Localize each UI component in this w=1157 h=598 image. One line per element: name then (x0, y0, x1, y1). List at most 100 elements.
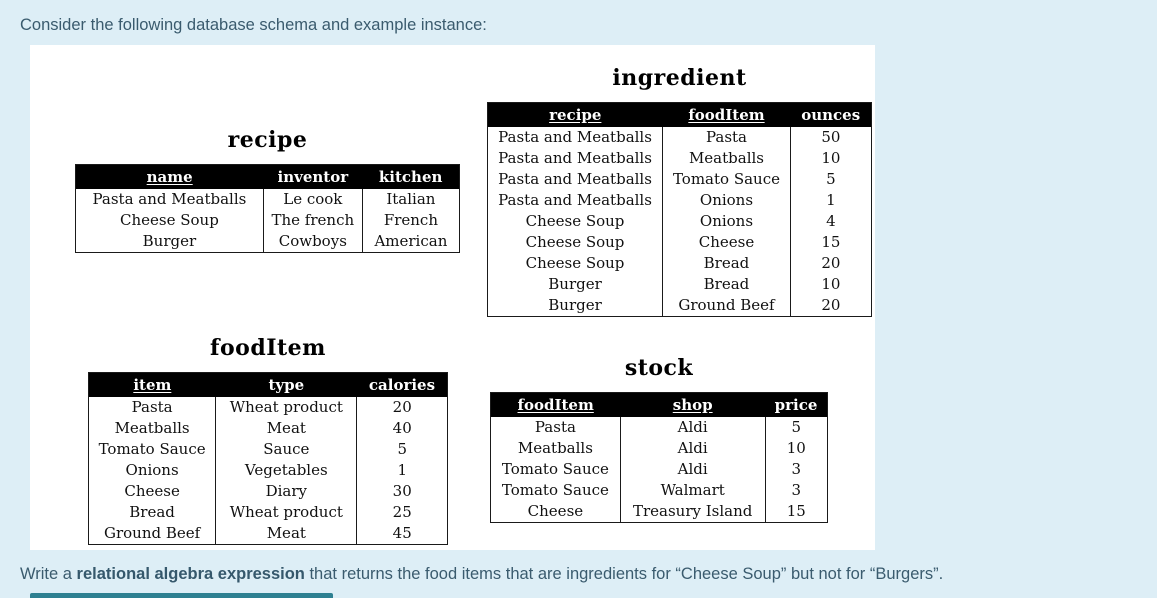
table-cell: Aldi (619, 438, 766, 459)
header-row: name inventor kitchen (75, 164, 460, 189)
column-header-recipe: recipe (487, 102, 663, 127)
table-cell: Sauce (215, 439, 357, 460)
column-header-price: price (765, 392, 828, 417)
question-suffix: that returns the food items that are ing… (304, 565, 944, 583)
table-cell: Meat (215, 523, 357, 545)
table-cell: Pasta (131, 398, 173, 416)
header-row: item type calories (88, 372, 448, 397)
table-row: Cheese Soup Bread 20 (488, 253, 872, 274)
table-row: Cheese Soup Cheese 15 (488, 232, 872, 253)
table-row: Bread Wheat product 25 (89, 502, 448, 523)
table-cell: American (361, 231, 460, 253)
table-cell: Cheese Soup (525, 254, 625, 272)
table-row: Pasta Wheat product 20 (89, 397, 448, 418)
table-cell: Le cook (262, 189, 363, 210)
table-cell: Ground Beef (103, 524, 201, 542)
table-row: Pasta and Meatballs Pasta 50 (488, 127, 872, 148)
table-cell: Italian (361, 189, 460, 210)
table-cell: 5 (789, 169, 872, 190)
table-cell: Cowboys (262, 231, 363, 253)
table-cell: Meatballs (114, 419, 190, 437)
table-cell: Cheese (662, 232, 791, 253)
table-cell: Onions (125, 461, 179, 479)
column-header-kitchen: kitchen (362, 164, 460, 189)
recipe-table: name inventor kitchen Pasta and Meatballs Le… (75, 164, 460, 253)
table-row: Burger Bread 10 (488, 274, 872, 295)
table-row: Pasta and Meatballs Le cook Italian (76, 189, 460, 210)
recipe-table-block: recipe name inventor kitchen Pasta and Meat… (75, 127, 460, 253)
question-text: Write a relational algebra expression th… (20, 565, 943, 584)
table-cell: 20 (356, 397, 448, 418)
table-cell: Burger (548, 275, 602, 293)
table-row: Cheese Soup Onions 4 (488, 211, 872, 232)
table-cell: Wheat product (215, 397, 357, 418)
table-cell: Aldi (619, 417, 766, 438)
recipe-table-title: recipe (227, 127, 308, 153)
table-cell: Tomato Sauce (501, 460, 609, 478)
table-cell: Meatballs (662, 148, 791, 169)
table-cell: Cheese Soup (525, 212, 625, 230)
column-header-name: name (75, 164, 264, 189)
table-cell: 5 (356, 439, 448, 460)
table-cell: Meatballs (517, 439, 593, 457)
table-cell: Aldi (619, 459, 766, 480)
stock-table-host: foodItem shop price Pasta Aldi 5 Meatballs Aldi… (490, 392, 828, 523)
table-cell: Pasta (534, 418, 576, 436)
table-cell: 40 (356, 418, 448, 439)
table-cell: 45 (356, 523, 448, 545)
table-cell: Onions (662, 190, 791, 211)
table-cell: Pasta and Meatballs (498, 128, 652, 146)
answer-box-top-edge[interactable] (30, 593, 333, 598)
table-row: Pasta and Meatballs Tomato Sauce 5 (488, 169, 872, 190)
table-cell: Bread (662, 253, 791, 274)
table-row: Burger Ground Beef 20 (488, 295, 872, 317)
table-row: Tomato Sauce Walmart 3 (491, 480, 828, 501)
table-cell: Tomato Sauce (98, 440, 206, 458)
table-cell: 4 (789, 211, 872, 232)
table-cell: 1 (789, 190, 872, 211)
table-row: Meatballs Aldi 10 (491, 438, 828, 459)
stock-table-title: stock (624, 355, 694, 381)
table-row: Cheese Soup The french French (76, 210, 460, 231)
ingredient-table: recipe foodItem ounces Pasta and Meatballs P… (487, 102, 872, 317)
header-row: foodItem shop price (490, 392, 828, 417)
table-cell: 3 (764, 459, 828, 480)
table-cell: Tomato Sauce (662, 169, 791, 190)
table-cell: 20 (789, 295, 872, 317)
table-cell: 5 (764, 417, 828, 438)
table-cell: 30 (356, 481, 448, 502)
ingredient-table-host: recipe foodItem ounces Pasta and Meatballs P… (487, 102, 872, 317)
table-cell: French (361, 210, 460, 231)
table-row: Tomato Sauce Sauce 5 (89, 439, 448, 460)
table-cell: Burger (142, 232, 197, 250)
table-row: Meatballs Meat 40 (89, 418, 448, 439)
table-cell: Burger (548, 296, 602, 314)
table-cell: Cheese Soup (525, 233, 625, 251)
table-cell: Cheese (124, 482, 180, 500)
column-header-item: item (88, 372, 216, 397)
column-header-type: type (215, 372, 357, 397)
table-cell: Treasury Island (619, 501, 766, 523)
table-cell: Pasta (662, 127, 791, 148)
question-prefix: Write a (20, 565, 77, 583)
schema-panel: ingredient recipe foodItem ounces Pasta and… (30, 45, 875, 550)
fooditem-table-block: foodItem item type calories Pasta Wheat prod… (88, 335, 448, 545)
table-cell: 15 (789, 232, 872, 253)
table-cell: Vegetables (215, 460, 357, 481)
table-cell: Cheese Soup (120, 211, 219, 229)
column-header-ounces: ounces (790, 102, 872, 127)
question-bold: relational algebra expression (76, 565, 305, 583)
table-cell: Pasta and Meatballs (498, 170, 652, 188)
column-header-inventor: inventor (263, 164, 363, 189)
table-cell: 1 (356, 460, 448, 481)
table-cell: 50 (789, 127, 872, 148)
table-cell: 15 (764, 501, 828, 523)
table-row: Pasta and Meatballs Onions 1 (488, 190, 872, 211)
fooditem-table-host: item type calories Pasta Wheat product 20 Meat… (88, 372, 448, 545)
table-cell: Bread (129, 503, 175, 521)
table-cell: Walmart (619, 480, 766, 501)
ingredient-table-title: ingredient (612, 65, 747, 91)
column-header-foodItem: foodItem (490, 392, 621, 417)
table-cell: Pasta and Meatballs (498, 191, 652, 209)
ingredient-table-block: ingredient recipe foodItem ounces Pasta and… (487, 65, 872, 317)
